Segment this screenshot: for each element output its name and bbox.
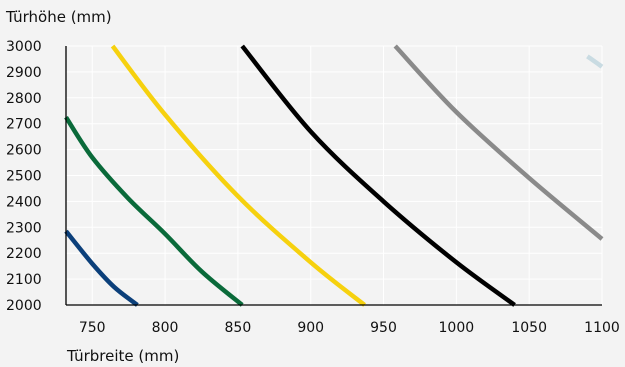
grid	[66, 45, 603, 306]
x-tick-label: 1100	[584, 320, 620, 336]
series-line-5	[393, 44, 604, 241]
series-line-1	[64, 229, 139, 307]
y-tick-label: 2100	[6, 272, 42, 288]
series-line-4	[240, 44, 516, 307]
x-tick-labels: 750 800 850 900 950 1000 1050 1100	[79, 320, 620, 336]
y-tick-labels: 2000 2100 2200 2300 2400 2500 2600 2700 2800 2900…	[6, 39, 42, 314]
series-curves	[64, 44, 604, 307]
y-tick-label: 2200	[6, 246, 42, 262]
series-line-2	[64, 115, 244, 307]
x-tick-label: 1000	[439, 320, 475, 336]
x-tick-label: 750	[79, 320, 106, 336]
x-tick-label: 800	[152, 320, 179, 336]
series-line-6	[586, 54, 604, 69]
x-axis-title: Türbreite (mm)	[66, 347, 179, 365]
x-tick-label: 1050	[511, 320, 547, 336]
y-tick-label: 2700	[6, 117, 42, 133]
x-tick-label: 850	[225, 320, 252, 336]
x-tick-label: 900	[297, 320, 324, 336]
y-tick-label: 2900	[6, 65, 42, 81]
y-axis-title: Türhöhe (mm)	[5, 8, 112, 26]
y-tick-label: 2500	[6, 169, 42, 185]
y-tick-label: 2600	[6, 143, 42, 159]
x-tick-label: 950	[370, 320, 397, 336]
y-tick-label: 2300	[6, 220, 42, 236]
y-tick-label: 2400	[6, 194, 42, 210]
y-tick-label: 2800	[6, 91, 42, 107]
y-tick-label: 2000	[6, 298, 42, 314]
y-tick-label: 3000	[6, 39, 42, 55]
series-line-3	[110, 44, 366, 307]
